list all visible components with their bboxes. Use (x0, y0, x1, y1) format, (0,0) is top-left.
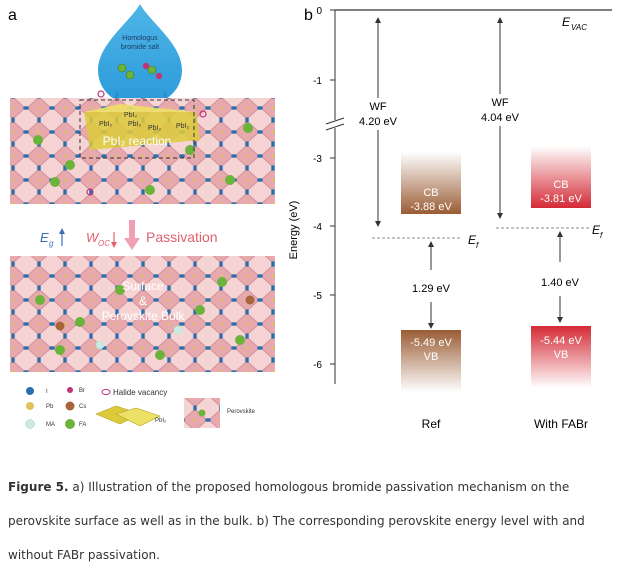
evac-sub: VAC (571, 23, 587, 32)
tick-3: -3 (313, 154, 322, 165)
ref-column: WF 4.20 eV CB -3.88 eV 1.29 eV -5.49 eV … (359, 17, 462, 431)
evac-label: E (562, 15, 571, 29)
ef-sub-ref: f (476, 241, 479, 250)
ref-vb-box (401, 330, 461, 392)
ref-vb-value: -5.49 eV (410, 337, 452, 349)
tick-1: -1 (313, 76, 322, 87)
bulk-label-1: Surface (122, 279, 164, 293)
figure-caption: Figure 5. a) Illustration of the propose… (8, 470, 612, 572)
woc-label: W (86, 230, 100, 245)
legend-fa: FA (79, 422, 86, 428)
ef-label-fabr: E (592, 223, 601, 237)
panel-b-letter: b (304, 7, 313, 24)
pb-label-3: PbI₂ (148, 125, 162, 132)
vacuum-level: E VAC (335, 9, 612, 32)
ref-wf-value: 4.20 eV (359, 116, 398, 128)
legend-pbi2: PbI₂ (155, 418, 167, 424)
tick-0: 0 (316, 6, 322, 17)
fabr-name: With FABr (534, 417, 588, 431)
fabr-vb-value: -5.44 eV (540, 335, 582, 347)
pb-label-1: PbI₂ (99, 121, 113, 128)
ref-gap: 1.29 eV (412, 283, 451, 295)
reaction-label: PbI₂ reaction (103, 134, 172, 148)
fabr-wf-title: WF (491, 97, 508, 109)
pb-label-5: PbI₂ (128, 121, 142, 128)
pbi2-reaction-region: PbI₂ PbI₂ PbI₂ PbI₂ PbI₂ PbI₂ reaction (79, 99, 200, 159)
fabr-column: WF 4.04 eV CB -3.81 eV 1.40 eV -5.44 eV … (481, 17, 591, 431)
droplet: Homologus bromide salt (98, 4, 182, 106)
tick-4: -4 (313, 222, 322, 233)
ef-sub-fabr: f (600, 231, 603, 240)
bottom-perovskite-slab: Surface & Perovskite Bulk (10, 256, 275, 372)
ref-name: Ref (422, 417, 441, 431)
fabr-cb-title: CB (553, 179, 568, 191)
eg-label: E (40, 230, 49, 245)
caption-text: a) Illustration of the proposed homologo… (8, 480, 585, 562)
fabr-cb-box (531, 146, 591, 208)
legend: I Br Pb Cs MA FA Halide vacancy PbI₂ Per… (25, 387, 256, 429)
legend-br: Br (79, 388, 85, 394)
ref-cb-value: -3.88 eV (410, 201, 452, 213)
bulk-label-2: & (139, 294, 147, 308)
energy-axis: 0 -1 -3 -4 -5 -6 Energy (eV) (288, 6, 345, 384)
bulk-label-3: Perovskite Bulk (102, 309, 186, 323)
legend-ma: MA (46, 422, 55, 428)
fabr-gap: 1.40 eV (541, 277, 580, 289)
legend-cs: Cs (79, 404, 86, 410)
ef-labels: E f E f (468, 223, 603, 250)
ef-label-ref: E (468, 233, 477, 247)
fabr-vb-box (531, 326, 591, 388)
fabr-wf-value: 4.04 eV (481, 112, 520, 124)
tick-6: -6 (313, 360, 322, 371)
passivation-row: E g W OC Passivation (40, 220, 218, 250)
caption-figure-label: Figure 5. (8, 480, 69, 494)
fabr-vb-title: VB (554, 349, 569, 361)
ref-vb-title: VB (424, 351, 439, 363)
legend-pb: Pb (46, 404, 54, 410)
ref-wf-title: WF (369, 101, 386, 113)
droplet-label-2: bromide salt (121, 44, 159, 51)
ref-cb-box (401, 152, 461, 214)
panel-a-letter: a (8, 7, 17, 24)
legend-perovskite: Perovskite (227, 409, 256, 415)
panel-a-illustration: a Homologus bromide salt PbI₂ (8, 4, 275, 429)
legend-i: I (46, 389, 48, 395)
pb-label-2: PbI₂ (124, 112, 138, 119)
eg-sub: g (49, 239, 54, 248)
woc-sub: OC (98, 239, 110, 248)
droplet-label-1: Homologus (122, 35, 158, 42)
fabr-cb-value: -3.81 eV (540, 193, 582, 205)
ref-cb-title: CB (423, 187, 438, 199)
legend-halide-vacancy: Halide vacancy (113, 388, 167, 397)
tick-5: -5 (313, 291, 322, 302)
passivation-label: Passivation (146, 229, 218, 245)
pb-label-4: PbI₂ (176, 123, 190, 130)
